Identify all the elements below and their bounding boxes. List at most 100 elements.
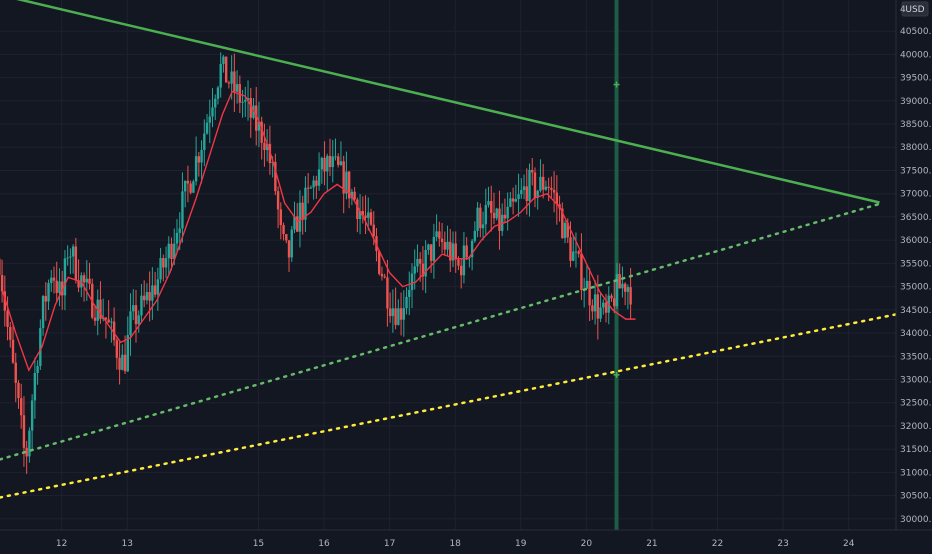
resistance-trendline[interactable] <box>0 0 880 204</box>
candle-body <box>151 285 154 301</box>
usd-badge[interactable]: USD <box>901 1 929 17</box>
candle-body <box>323 157 326 172</box>
candle-body <box>63 258 67 296</box>
candle-body <box>233 71 236 92</box>
candle-body <box>334 156 337 158</box>
candle-body <box>383 276 386 278</box>
candle-body <box>326 155 329 172</box>
candle-body <box>0 258 1 275</box>
lower-dotted-line[interactable] <box>0 305 932 499</box>
candle-body <box>541 176 545 190</box>
candle-body <box>0 274 4 292</box>
y-tick-label: 36000.0 <box>900 236 932 246</box>
candle-body <box>230 71 233 84</box>
candle-body <box>356 199 359 219</box>
candle-body <box>580 253 583 290</box>
candle-body <box>539 176 542 191</box>
candle-body <box>470 240 474 258</box>
moving-average-line <box>1 90 636 372</box>
candle-body <box>77 280 80 288</box>
time-axis[interactable]: 12 13 15 16 17 18 19 20 21 22 23 24 <box>0 529 932 550</box>
candle-body <box>159 257 162 280</box>
candle-body <box>164 258 168 268</box>
candle-body <box>227 82 231 84</box>
candle-body <box>328 155 332 168</box>
candle-body <box>118 357 121 370</box>
candle-body <box>246 98 250 101</box>
candle-body <box>339 161 343 165</box>
candle-body <box>358 210 362 219</box>
candle-body <box>255 105 258 131</box>
x-tick-label: 15 <box>253 539 264 549</box>
candle-body <box>137 315 140 325</box>
y-tick-label: 38500.0 <box>900 120 932 130</box>
candle-body <box>186 180 190 184</box>
candle-body <box>487 201 490 206</box>
candle-body <box>205 122 209 134</box>
candle-body <box>588 280 591 306</box>
candle-body <box>350 191 354 199</box>
candle-body <box>525 186 528 201</box>
top-label-fragment: 4 <box>900 5 906 15</box>
candle-body <box>66 257 69 259</box>
candle-body <box>14 362 17 383</box>
candle-body <box>432 236 436 261</box>
candle-body <box>337 156 340 165</box>
candle-body <box>514 199 518 202</box>
candle-body <box>238 84 242 103</box>
candle-body <box>402 308 406 320</box>
x-tick-label: 22 <box>712 539 723 549</box>
candle-body <box>52 277 56 281</box>
candle-body <box>449 241 452 261</box>
candle-body <box>424 250 427 277</box>
y-tick-label: 34500.0 <box>900 306 932 316</box>
candle-body <box>446 241 449 250</box>
candle-body <box>522 186 526 190</box>
candle-body <box>197 156 201 163</box>
candle-body <box>249 98 252 118</box>
candle-body <box>626 287 630 292</box>
candle-body <box>566 222 569 238</box>
candle-body <box>621 283 624 289</box>
y-tick-label: 34000.0 <box>900 329 932 339</box>
candle-body <box>121 354 124 370</box>
candle-body <box>623 283 627 292</box>
candle-body <box>438 231 441 239</box>
candle-body <box>528 169 531 201</box>
candle-body <box>457 259 460 266</box>
candle-body <box>50 277 53 284</box>
candle-body <box>320 157 324 170</box>
y-tick-label: 39000.0 <box>900 97 932 107</box>
candle-body <box>476 207 479 231</box>
candle-body <box>585 280 589 289</box>
candle-body <box>613 298 616 307</box>
candle-body <box>263 142 266 151</box>
candle-body <box>74 246 78 281</box>
candle-body <box>216 87 220 99</box>
price-axis[interactable]: 30000.0 30500.0 31000.0 31500.0 32000.0 32500… <box>895 0 932 550</box>
candle-body <box>208 116 211 123</box>
candle-body <box>331 156 334 168</box>
support-dotted-line[interactable] <box>0 202 881 461</box>
candle-body <box>274 161 277 192</box>
candle-body <box>33 372 37 401</box>
candle-body <box>276 191 280 210</box>
candle-body <box>30 400 34 431</box>
candle-body <box>443 242 446 250</box>
candle-body <box>399 308 403 320</box>
candle-body <box>178 228 181 233</box>
y-tick-label: 39500.0 <box>900 74 932 84</box>
candle-body <box>498 208 501 231</box>
candle-body <box>429 244 433 261</box>
candle-body <box>71 246 75 257</box>
x-tick-label: 24 <box>843 539 855 549</box>
candle-body <box>257 121 261 131</box>
candle-body <box>140 295 143 316</box>
candle-body <box>211 107 214 117</box>
candle-body <box>418 258 422 264</box>
candle-body <box>577 251 580 254</box>
candle-body <box>28 430 31 457</box>
